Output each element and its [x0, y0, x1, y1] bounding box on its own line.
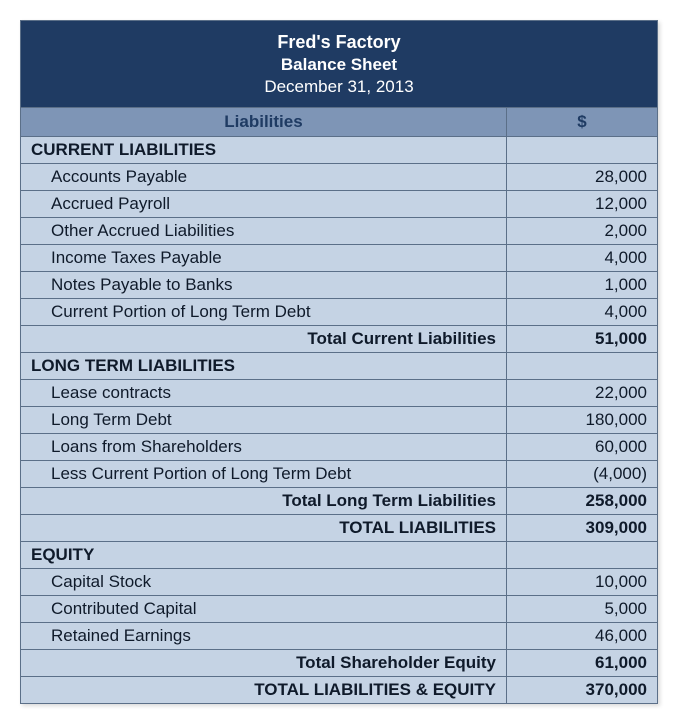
line-item-amount: 4,000 — [507, 244, 658, 271]
line-item-amount: 22,000 — [507, 379, 658, 406]
grand-total-row: TOTAL LIABILITIES309,000 — [21, 514, 658, 541]
total-label: TOTAL LIABILITIES — [21, 514, 507, 541]
section-header-row: EQUITY — [21, 541, 658, 568]
line-item-label: Lease contracts — [21, 379, 507, 406]
line-item-row: Capital Stock10,000 — [21, 568, 658, 595]
line-item-amount: 5,000 — [507, 595, 658, 622]
line-item-label: Retained Earnings — [21, 622, 507, 649]
report-date: December 31, 2013 — [21, 76, 657, 98]
subtotal-row: Total Long Term Liabilities258,000 — [21, 487, 658, 514]
line-item-label: Notes Payable to Banks — [21, 271, 507, 298]
total-amount: 51,000 — [507, 325, 658, 352]
line-item-row: Less Current Portion of Long Term Debt(4… — [21, 460, 658, 487]
line-item-row: Retained Earnings46,000 — [21, 622, 658, 649]
line-item-amount: 46,000 — [507, 622, 658, 649]
total-label: Total Shareholder Equity — [21, 649, 507, 676]
line-item-row: Income Taxes Payable4,000 — [21, 244, 658, 271]
line-item-label: Less Current Portion of Long Term Debt — [21, 460, 507, 487]
line-item-label: Contributed Capital — [21, 595, 507, 622]
grand-total-row: TOTAL LIABILITIES & EQUITY370,000 — [21, 676, 658, 703]
total-label: Total Long Term Liabilities — [21, 487, 507, 514]
subtotal-row: Total Shareholder Equity61,000 — [21, 649, 658, 676]
total-amount: 61,000 — [507, 649, 658, 676]
line-item-amount: 60,000 — [507, 433, 658, 460]
line-item-label: Other Accrued Liabilities — [21, 217, 507, 244]
line-item-amount: 2,000 — [507, 217, 658, 244]
line-item-amount: 12,000 — [507, 190, 658, 217]
line-item-amount: 1,000 — [507, 271, 658, 298]
section-title: CURRENT LIABILITIES — [21, 136, 507, 163]
column-header-row: Liabilities $ — [21, 107, 658, 136]
line-item-row: Notes Payable to Banks1,000 — [21, 271, 658, 298]
section-amount-blank — [507, 352, 658, 379]
line-item-amount: 4,000 — [507, 298, 658, 325]
total-label: Total Current Liabilities — [21, 325, 507, 352]
line-item-row: Other Accrued Liabilities2,000 — [21, 217, 658, 244]
line-item-row: Accounts Payable28,000 — [21, 163, 658, 190]
total-amount: 309,000 — [507, 514, 658, 541]
line-item-label: Capital Stock — [21, 568, 507, 595]
line-item-row: Accrued Payroll12,000 — [21, 190, 658, 217]
line-item-row: Lease contracts22,000 — [21, 379, 658, 406]
line-item-label: Accrued Payroll — [21, 190, 507, 217]
line-item-label: Current Portion of Long Term Debt — [21, 298, 507, 325]
line-item-label: Long Term Debt — [21, 406, 507, 433]
line-item-row: Contributed Capital5,000 — [21, 595, 658, 622]
section-title: LONG TERM LIABILITIES — [21, 352, 507, 379]
section-amount-blank — [507, 136, 658, 163]
column-header-amount: $ — [507, 107, 658, 136]
report-title: Balance Sheet — [21, 54, 657, 76]
line-item-amount: 28,000 — [507, 163, 658, 190]
section-amount-blank — [507, 541, 658, 568]
line-item-row: Current Portion of Long Term Debt4,000 — [21, 298, 658, 325]
line-item-row: Long Term Debt180,000 — [21, 406, 658, 433]
line-item-label: Income Taxes Payable — [21, 244, 507, 271]
line-item-row: Loans from Shareholders60,000 — [21, 433, 658, 460]
section-title: EQUITY — [21, 541, 507, 568]
line-item-label: Accounts Payable — [21, 163, 507, 190]
line-item-amount: 180,000 — [507, 406, 658, 433]
balance-sheet-table: Fred's Factory Balance Sheet December 31… — [20, 20, 658, 704]
title-block: Fred's Factory Balance Sheet December 31… — [21, 21, 658, 108]
company-name: Fred's Factory — [21, 31, 657, 54]
subtotal-row: Total Current Liabilities51,000 — [21, 325, 658, 352]
total-amount: 258,000 — [507, 487, 658, 514]
column-header-label: Liabilities — [21, 107, 507, 136]
section-header-row: CURRENT LIABILITIES — [21, 136, 658, 163]
line-item-label: Loans from Shareholders — [21, 433, 507, 460]
section-header-row: LONG TERM LIABILITIES — [21, 352, 658, 379]
total-amount: 370,000 — [507, 676, 658, 703]
line-item-amount: 10,000 — [507, 568, 658, 595]
total-label: TOTAL LIABILITIES & EQUITY — [21, 676, 507, 703]
line-item-amount: (4,000) — [507, 460, 658, 487]
